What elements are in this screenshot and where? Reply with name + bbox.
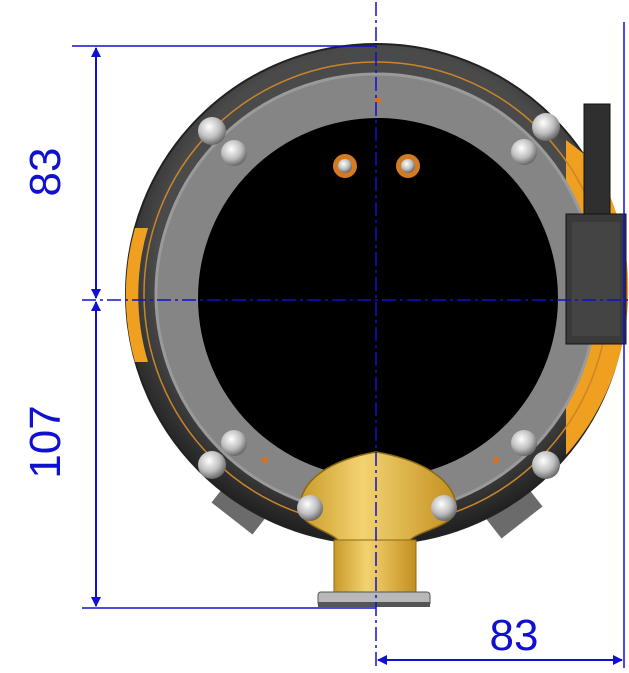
lower-right-bolt-outer <box>532 451 560 479</box>
dim-label-width: 83 <box>490 611 539 660</box>
lower-left-marker-dot <box>262 457 268 463</box>
flange-neck <box>333 539 417 595</box>
dimension-upper-height: 83 <box>21 45 376 299</box>
side-connector-face <box>572 222 620 336</box>
center-lines <box>82 2 629 668</box>
upper-left-bolt-inner <box>221 140 247 166</box>
top-marker-dot <box>375 97 381 103</box>
bottom-flange-port <box>297 451 457 607</box>
lower-left-bolt-inner <box>221 430 247 456</box>
top-screw-left-head <box>338 159 352 173</box>
dimension-lower-height: 107 <box>21 301 376 609</box>
housing <box>125 43 629 545</box>
flange-right-bolt <box>431 495 457 521</box>
top-screw-right-head <box>401 159 415 173</box>
lower-left-bolt-outer <box>198 451 226 479</box>
dim-label-upper: 83 <box>21 148 70 197</box>
flange-collar-shadow <box>318 602 430 607</box>
upper-right-bolt-outer <box>532 113 560 141</box>
upper-right-bolt-inner <box>511 139 537 165</box>
optical-window <box>198 118 558 478</box>
lower-right-bolt-inner <box>511 430 537 456</box>
lower-right-marker-dot <box>493 457 499 463</box>
dimension-right-width: 83 <box>377 22 625 668</box>
dim-label-lower: 107 <box>21 405 70 478</box>
upper-left-bolt-outer <box>198 117 226 145</box>
side-connector-post <box>583 103 611 217</box>
left-orange-accent <box>125 228 148 362</box>
flange-left-bolt <box>297 495 323 521</box>
